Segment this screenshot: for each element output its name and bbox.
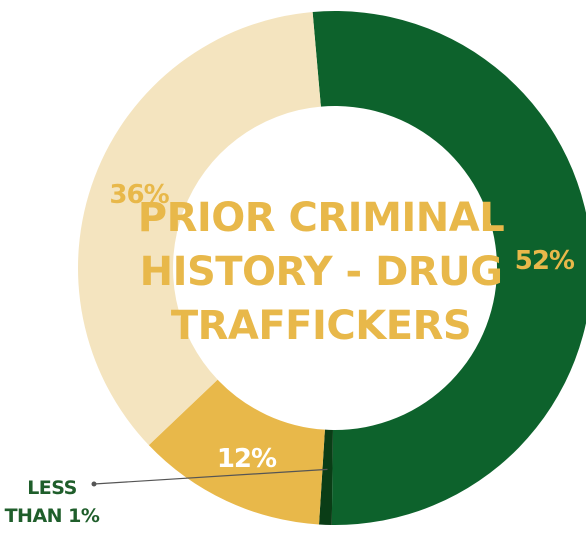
slice-3 [77,11,321,446]
slice-label-1-line-2: THAN 1% [5,505,100,527]
slice-0 [312,11,586,525]
center-title: PRIOR CRIMINAL HISTORY - DRUG TRAFFICKER… [138,195,505,349]
center-title-line-3: TRAFFICKERS [171,303,471,349]
center-title-line-2: HISTORY - DRUG [140,249,503,295]
leader-dot [91,481,97,487]
slice-2 [148,379,325,525]
slice-label-3: 36% [109,180,169,210]
slices-layer [77,11,586,525]
slice-label-2: 12% [217,444,277,474]
center-title-line-1: PRIOR CRIMINAL [138,195,504,241]
labels-layer: 52% LESS THAN 1% 12% 36% [5,180,576,527]
slice-label-1-line-1: LESS [27,477,77,499]
leader-line [93,468,328,485]
slice-label-0: 52% [515,246,575,276]
slice-1 [318,429,333,525]
